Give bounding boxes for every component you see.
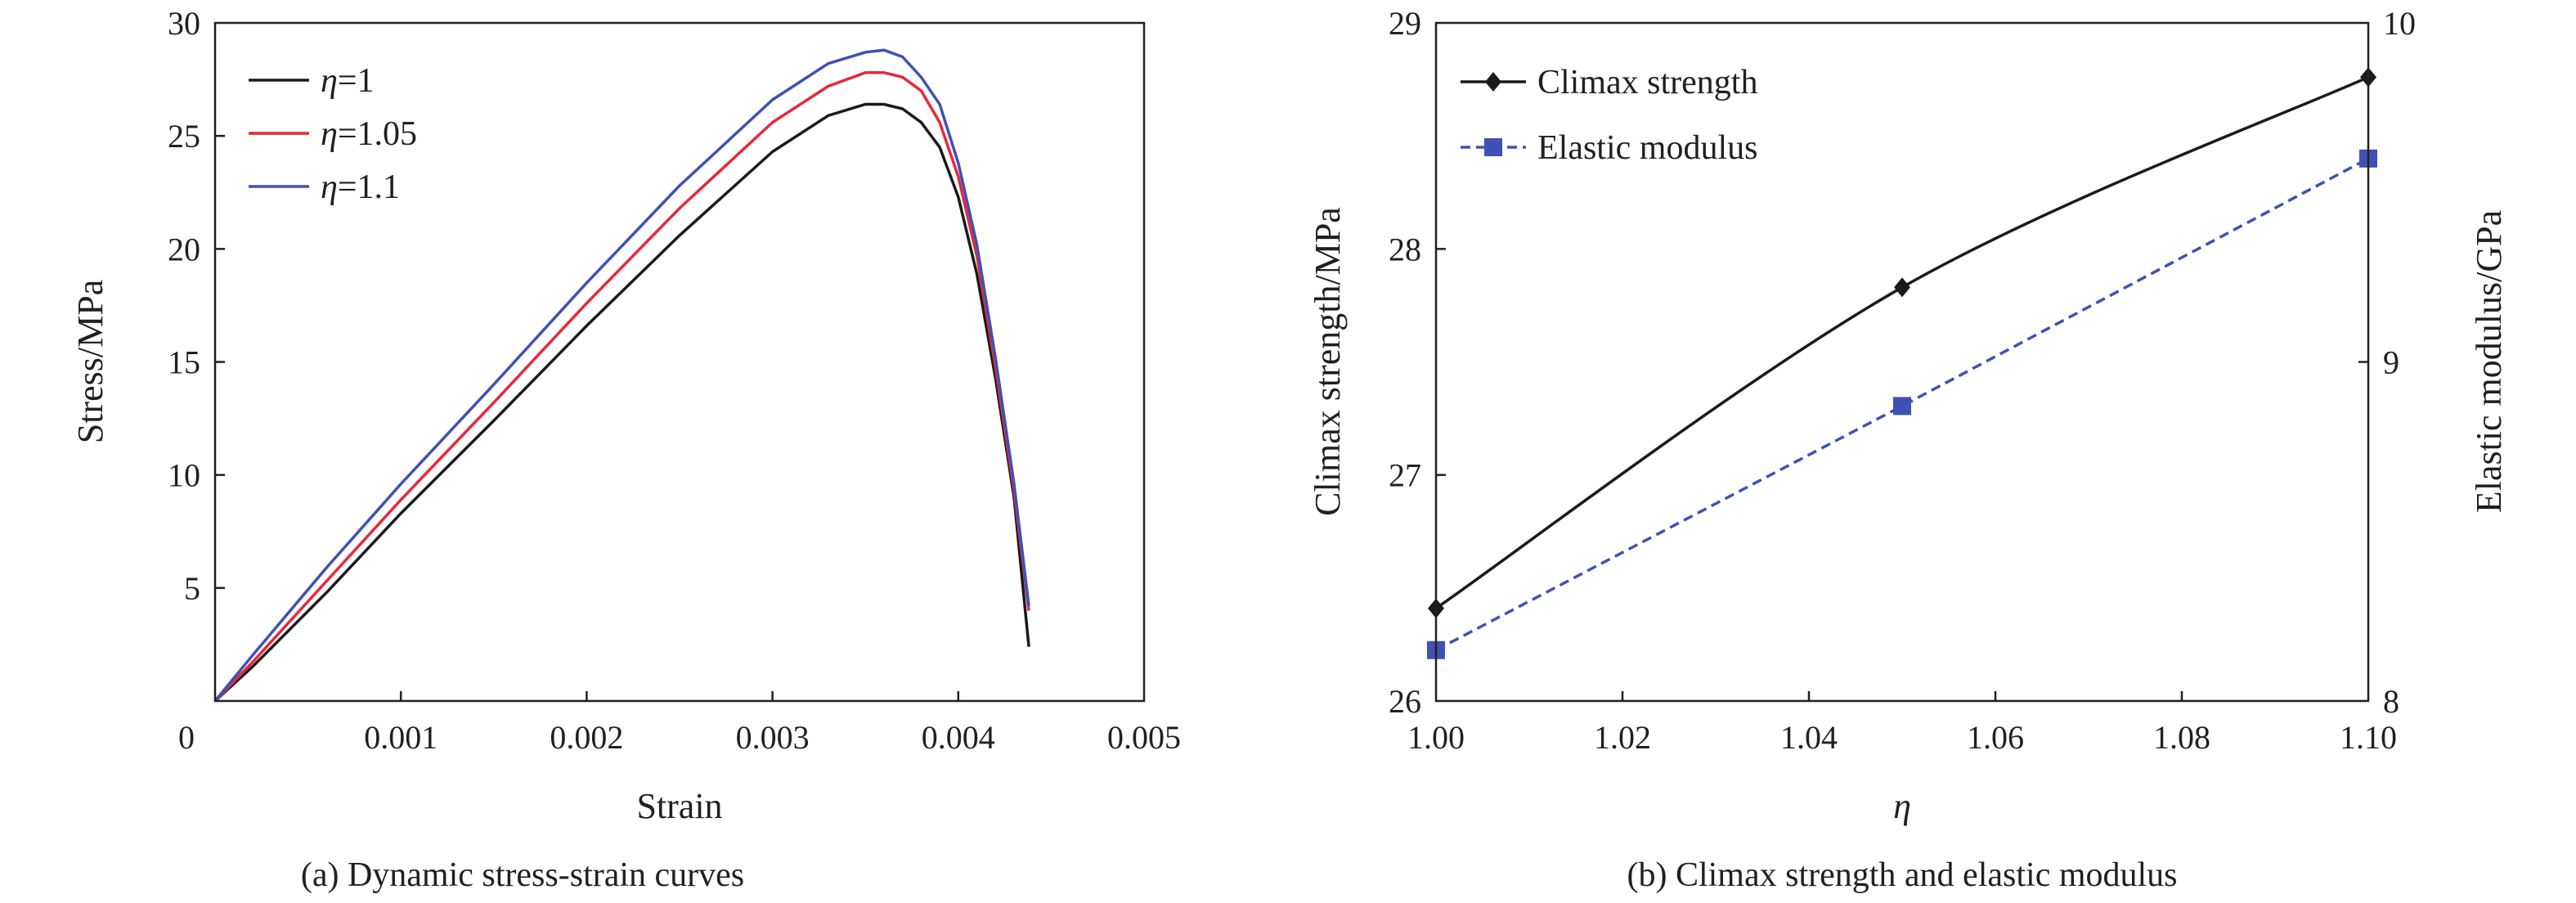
panel-b: 1.00 1.02 1.04 1.06 1.08 1.10 26 27 28 29 8 9 10 η… [1308, 5, 2509, 894]
panel-a-x-tick-label: 0.005 [1107, 719, 1181, 756]
panel-b-x-tick-label: 1.00 [1407, 719, 1465, 756]
panel-b-x-axis-label: η [1893, 786, 1911, 826]
panel-b-series-1-marker [1894, 277, 1910, 298]
panel-b-y-tick-label-right: 9 [2383, 344, 2399, 381]
panel-b-x-tick-label: 1.10 [2340, 719, 2397, 756]
panel-a-x-tick-label: 0.001 [364, 719, 438, 756]
panel-a-series-1-line [213, 102, 1030, 703]
panel-b-series-2-marker [1893, 397, 1911, 416]
panel-a-y-tick-label: 10 [168, 457, 200, 494]
panel-b-y-ticks-left: 26 27 28 29 [1389, 5, 1446, 720]
panel-b-y-ticks-right: 8 9 10 [2358, 5, 2416, 720]
panel-a-legend: η=1 η=1.05 η=1.1 [249, 62, 417, 206]
panel-a-y-tick-label: 25 [168, 118, 200, 155]
panel-a-legend-label-2: η=1.05 [321, 115, 417, 153]
panel-a-y-zero-label: 0 [178, 719, 195, 756]
panel-b-y-axis-label-left: Climax strength/MPa [1308, 207, 1348, 516]
panel-a-x-tick-label: 0.003 [736, 719, 810, 756]
panel-b-x-tick-label: 1.02 [1594, 719, 1651, 756]
panel-a-x-axis-label: Strain [636, 786, 722, 826]
panel-b-caption: (b) Climax strength and elastic modulus [1627, 856, 2177, 894]
panel-b-plot-area [1427, 67, 2377, 659]
panel-b-y-tick-label-right: 8 [2383, 683, 2399, 720]
panel-a-x-tick-label: 0.004 [922, 719, 995, 756]
panel-a-series-2-line [213, 71, 1030, 703]
panel-b-series-2-line [1435, 157, 2369, 652]
panel-a-y-tick-label: 20 [168, 231, 200, 267]
panel-b-y-tick-label-left: 26 [1389, 683, 1421, 720]
panel-a-series-3-line [213, 48, 1030, 703]
panel-b-legend-label-1: Climax strength [1537, 64, 1757, 101]
panel-a-y-tick-label: 30 [168, 5, 200, 42]
panel-b-y-axis-label-right: Elastic modulus/GPa [2469, 210, 2509, 513]
panel-b-y-tick-label-right: 10 [2383, 5, 2416, 42]
panel-a-y-tick-label: 15 [168, 344, 200, 381]
panel-a-y-ticks: 5 10 15 20 25 30 [168, 5, 225, 607]
panel-b-x-ticks: 1.00 1.02 1.04 1.06 1.08 1.10 [1407, 691, 2397, 756]
panel-a-y-tick-label: 5 [184, 570, 200, 607]
panel-b-legend-label-2: Elastic modulus [1537, 129, 1757, 167]
panel-b-x-tick-label: 1.08 [2153, 719, 2210, 756]
panel-b-legend: Climax strength Elastic modulus [1461, 64, 1757, 167]
panel-a-legend-label-1: η=1 [321, 62, 375, 100]
panel-b-x-tick-label: 1.04 [1780, 719, 1838, 756]
panel-a-x-ticks: 0.001 0.002 0.003 0.004 0.005 [364, 691, 1181, 756]
panel-b-y-tick-label-left: 28 [1389, 231, 1421, 267]
panel-a-x-tick-label: 0.002 [550, 719, 623, 756]
panel-b-axes-frame [1434, 21, 2370, 703]
panel-a-legend-label-3: η=1.1 [321, 168, 400, 206]
panel-b-x-tick-label: 1.06 [1967, 719, 2024, 756]
panel-b-legend-marker-1 [1485, 72, 1501, 92]
panel-b-y-tick-label-left: 27 [1389, 457, 1421, 494]
panel-a-y-axis-label: Stress/MPa [70, 280, 110, 443]
panel-b-y-tick-label-left: 29 [1389, 5, 1421, 42]
panel-a-caption: (a) Dynamic stress-strain curves [301, 856, 744, 894]
panel-a-plot-area [213, 48, 1030, 703]
panel-b-legend-marker-2 [1484, 138, 1502, 156]
